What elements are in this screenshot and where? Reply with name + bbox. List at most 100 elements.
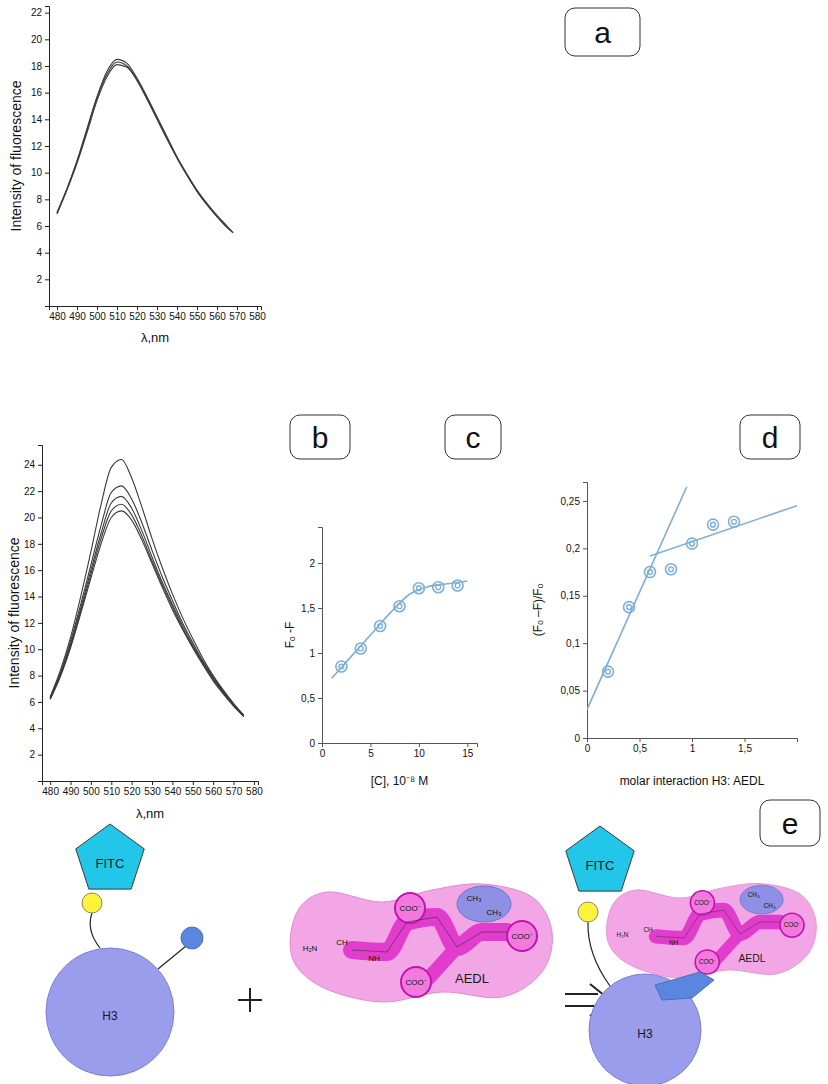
x-axis: 00,511,5	[585, 738, 798, 754]
x-tick: 5	[368, 743, 374, 759]
y-tick: 22	[24, 486, 42, 497]
x-tick-mark	[370, 743, 371, 747]
point	[708, 519, 719, 530]
point-core	[627, 605, 632, 610]
x-tick: 520	[124, 781, 141, 797]
y-tick-mark	[38, 676, 42, 677]
x-tick-label: 570	[226, 786, 243, 797]
bound-site	[655, 972, 714, 1000]
x-tick-label: 570	[229, 311, 246, 322]
point-core	[711, 522, 716, 527]
x-tick-label: 580	[249, 311, 266, 322]
y-tick-label: 14	[24, 591, 36, 602]
x-axis-line	[588, 739, 798, 743]
x-tick: 580	[249, 306, 266, 322]
y-tick: 20	[24, 512, 42, 523]
x-axis-title: λ,nm	[136, 806, 164, 821]
panel-2: 05101500,511,52[C], 10⁻⁸ MFₒ -F	[283, 528, 477, 789]
x-axis-title: [C], 10⁻⁸ M	[371, 774, 429, 788]
x-tick-label: 0	[585, 743, 591, 754]
x-tick: 540	[165, 781, 182, 797]
panel-letter: d	[740, 415, 800, 459]
y-tick: 20	[31, 34, 49, 45]
y-tick-mark	[45, 13, 49, 14]
y-tick-mark	[318, 653, 322, 654]
carboxyl-site	[695, 950, 719, 974]
protein-label: H3	[637, 1027, 653, 1041]
x-tick-label: 550	[185, 786, 202, 797]
y-tick-mark	[583, 643, 587, 644]
y-tick-label: 6	[29, 697, 35, 708]
plot-marks	[57, 59, 233, 232]
y-tick-mark	[45, 253, 49, 254]
x-tick-mark	[692, 738, 693, 742]
panel-letter: e	[760, 800, 820, 846]
plot-marks	[587, 487, 797, 710]
aedl-label: AEDL	[738, 953, 765, 964]
y-tick: 8	[29, 670, 42, 681]
x-tick: 1	[690, 738, 696, 754]
plot-marks	[50, 459, 244, 716]
structure-label: H₂N	[303, 944, 318, 953]
y-axis-line	[38, 446, 43, 782]
x-tick-label: 530	[149, 311, 166, 322]
x-tick: 520	[129, 306, 146, 322]
y-tick-mark	[318, 698, 322, 699]
point	[433, 582, 444, 593]
panel-0: 4804905005105205305405505605705802468101…	[8, 7, 266, 346]
x-axis: 480490500510520530540550560570580	[42, 781, 263, 797]
y-tick: 8	[36, 194, 49, 205]
point-ring	[708, 519, 719, 530]
y-tick-mark	[45, 226, 49, 227]
x-tick: 510	[103, 781, 120, 797]
structure-label: H₂N	[617, 931, 629, 938]
figure: 4804905005105205305405505605705802468101…	[0, 0, 828, 1084]
y-tick-mark	[38, 755, 42, 756]
linker-node	[82, 893, 102, 913]
structure-label: COO⁻	[511, 932, 532, 941]
y-tick-mark	[45, 199, 49, 200]
x-tick: 530	[144, 781, 161, 797]
panel-letter-box	[565, 8, 640, 56]
y-tick: 12	[31, 141, 49, 152]
y-tick-mark	[38, 623, 42, 624]
fitc-pentagon	[566, 826, 634, 891]
x-tick-mark	[172, 781, 173, 785]
structure-label: NH	[669, 939, 679, 946]
y-tick: 2	[29, 749, 42, 760]
x-tick-label: 15	[462, 748, 474, 759]
x-tick-mark	[111, 781, 112, 785]
diagram: H3FITCH₂NCHNHCOO⁻COO⁻COO⁻CH₃CH₃AEDLH3FIT…	[46, 824, 816, 1084]
y-tick-label: 12	[31, 141, 43, 152]
bonds	[656, 910, 780, 938]
x-tick-mark	[132, 781, 133, 785]
point-ring	[375, 621, 386, 632]
y-tick: 16	[24, 565, 42, 576]
x-axis: 480490500510520530540550560570580	[49, 306, 266, 322]
y-tick-mark	[38, 728, 42, 729]
y-tick-label: 22	[31, 7, 43, 18]
aedl-label: AEDL	[455, 971, 489, 986]
line	[57, 65, 233, 233]
y-tick-label: 20	[31, 34, 43, 45]
x-tick-label: 490	[69, 311, 86, 322]
y-tick-mark	[45, 119, 49, 120]
y-tick-label: 4	[29, 723, 35, 734]
y-tick-label: 8	[36, 194, 42, 205]
plus-sign	[238, 988, 262, 1012]
x-tick: 570	[226, 781, 243, 797]
y-tick-mark	[583, 738, 587, 739]
x-tick: 510	[109, 306, 126, 322]
y-tick-label: 18	[31, 61, 43, 72]
y-tick-label: 0,25	[561, 496, 581, 507]
y-tick-label: 4	[36, 247, 42, 258]
line	[50, 511, 244, 717]
x-tick-mark	[213, 781, 214, 785]
y-axis: 24681012141618202224	[24, 446, 43, 782]
y-tick-label: 2	[309, 558, 315, 569]
y-tick-label: 18	[24, 539, 36, 550]
aedl-ligand: H₂NCHNHCOO⁻COO⁻COO⁻CH₃CH₃AEDL	[290, 884, 552, 1002]
y-tick-label: 10	[31, 167, 43, 178]
x-tick-label: 520	[129, 311, 146, 322]
x-tick: 10	[414, 743, 426, 759]
